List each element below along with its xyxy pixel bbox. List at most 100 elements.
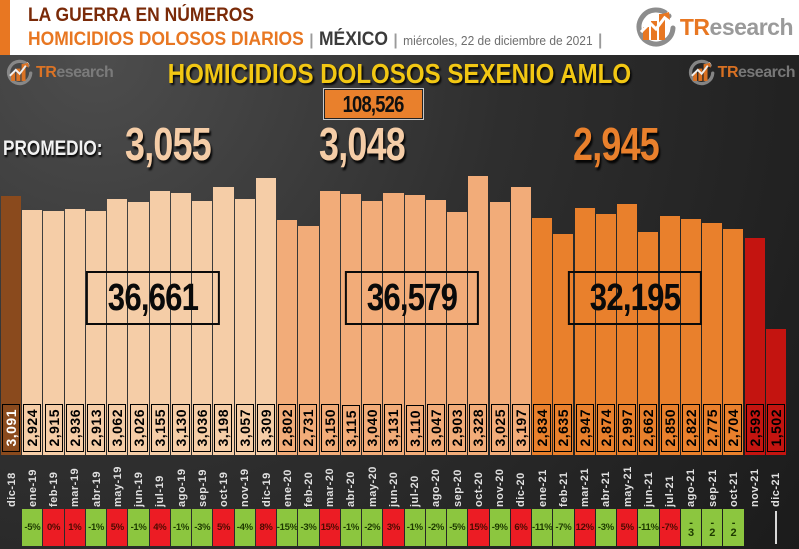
bar-value-label: 2,834 <box>533 404 552 452</box>
month-label-dic-20: dic-20 <box>515 472 528 507</box>
month-label-mar-19: mar-19 <box>69 467 82 507</box>
header-subtitle: HOMICIDIOS DOLOSOS DIARIOS <box>28 29 304 50</box>
tresearch-logo-text: TResearch <box>680 13 794 41</box>
bar-value-label: 3,036 <box>193 404 212 452</box>
promedio-value-y2021: 2,945 <box>573 118 660 170</box>
bar-value-label: 2,924 <box>23 404 42 452</box>
bar-value-label: 3,025 <box>490 404 509 452</box>
month-label-dic-18: dic-18 <box>5 472 18 507</box>
month-label-ago-21: ago-21 <box>685 468 698 507</box>
header-date: miércoles, 22 de diciembre de 2021 <box>403 33 593 48</box>
month-label-feb-19: feb-19 <box>48 471 61 507</box>
month-label-oct-20: oct-20 <box>472 471 485 507</box>
bar-dic-18: 3,091 <box>1 196 22 455</box>
month-label-oct-21: oct-21 <box>727 471 740 507</box>
bar-feb-19: 2,915 <box>43 211 64 455</box>
month-label-dic-21: dic-21 <box>770 472 783 507</box>
tresearch-logo-icon <box>636 7 676 47</box>
bar-jul-21: 2,850 <box>659 216 680 455</box>
bar-sep-21: 2,775 <box>702 223 723 455</box>
header: LA GUERRA EN NÚMEROS HOMICIDIOS DOLOSOS … <box>0 0 799 55</box>
bar-value-label: 3,131 <box>384 404 403 452</box>
divider-line <box>775 511 777 544</box>
pct-cell-oct-21: -2 <box>723 509 744 546</box>
bar-mar-20: 3,150 <box>319 191 340 455</box>
tresearch-logo-text: TResearch <box>718 64 796 82</box>
bar-may-20: 3,040 <box>362 201 383 455</box>
promedio-value-y2020: 3,048 <box>319 118 406 170</box>
chart-panel: TResearch TResearch HOMICIDIOS DOLOSOS S… <box>0 55 799 549</box>
pct-cell-feb-19: 0% <box>43 509 64 546</box>
pct-cell-jun-19: -1% <box>128 509 149 546</box>
separator: | <box>309 32 314 49</box>
pct-cell-jul-19: 4% <box>149 509 170 546</box>
tresearch-logo-icon <box>6 59 33 86</box>
pct-cell-dic-19: 8% <box>255 509 277 546</box>
bar-dic-19: 3,309 <box>255 178 277 455</box>
month-label-sep-20: sep-20 <box>451 469 464 507</box>
bar-value-label: 3,198 <box>214 404 233 452</box>
pct-cell-ene-20: -15% <box>277 509 298 546</box>
chart-title: HOMICIDIOS DOLOSOS SEXENIO AMLO <box>167 58 632 89</box>
brand-tr: TR <box>36 63 57 81</box>
bar-value-label: 2,662 <box>639 404 658 452</box>
pct-cell-may-21: 5% <box>617 509 638 546</box>
pct-cell-ago-20: -2% <box>425 509 447 546</box>
pct-cell-jul-21: -7% <box>659 509 680 546</box>
month-label-abr-19: abr-19 <box>90 470 103 507</box>
pct-cell-ago-19: -1% <box>170 509 192 546</box>
bar-ago-21: 2,822 <box>680 219 701 455</box>
bar-value-label: 3,040 <box>363 404 382 452</box>
brand-rest: esearch <box>56 63 114 81</box>
month-label-mar-20: mar-20 <box>324 467 337 507</box>
brand-rest: esearch <box>709 13 794 40</box>
pct-cell-sep-19: -3% <box>192 509 213 546</box>
bar-value-label: 2,731 <box>299 404 318 452</box>
month-label-dic-19: dic-19 <box>260 472 273 507</box>
month-label-sep-19: sep-19 <box>196 469 209 507</box>
header-subtitle-row: HOMICIDIOS DOLOSOS DIARIOS | MÉXICO | mi… <box>28 29 602 51</box>
bar-value-label: 3,062 <box>108 404 127 452</box>
pct-cell-ene-21: -11% <box>532 509 553 546</box>
bar-value-label: 3,309 <box>256 404 275 452</box>
bar-sep-20: 2,903 <box>447 212 468 455</box>
separator: | <box>598 32 603 49</box>
bar-jul-20: 3,110 <box>404 195 425 455</box>
pct-cell-feb-20: -3% <box>298 509 319 546</box>
pct-cell-may-19: 5% <box>107 509 128 546</box>
bar-value-label: 2,704 <box>724 404 743 452</box>
bar-value-label: 2,913 <box>87 404 106 452</box>
bar-mar-19: 2,936 <box>64 209 85 455</box>
header-title: LA GUERRA EN NÚMEROS <box>28 5 254 26</box>
bar-value-label: 3,150 <box>320 404 339 452</box>
header-accent-bar <box>0 0 10 55</box>
bar-feb-21: 2,635 <box>553 234 574 455</box>
bar-ene-19: 2,924 <box>22 210 43 455</box>
pct-cell-nov-19: -4% <box>234 509 255 546</box>
pct-cell-abr-21: -3% <box>595 509 617 546</box>
pct-cell-ene-19: -5% <box>22 509 43 546</box>
bar-value-label: 2,915 <box>44 404 63 452</box>
pct-cell-nov-20: -9% <box>489 509 510 546</box>
bar-sep-19: 3,036 <box>192 201 213 455</box>
month-label-ago-19: ago-19 <box>175 468 188 507</box>
bar-dic-21: 1,502 <box>765 329 786 455</box>
bar-dic-20: 3,197 <box>510 187 531 455</box>
pct-cell-feb-21: -7% <box>553 509 574 546</box>
bar-value-label: 2,593 <box>745 404 764 452</box>
bar-mar-21: 2,947 <box>574 208 595 455</box>
month-label-may-20: may-20 <box>366 466 379 507</box>
month-label-abr-20: abr-20 <box>345 470 358 507</box>
tresearch-logo: TResearch <box>686 59 796 86</box>
bar-value-label: 2,874 <box>596 404 615 452</box>
month-label-jun-20: jun-20 <box>387 471 400 507</box>
bar-ene-21: 2,834 <box>532 218 553 455</box>
bar-value-label: 3,115 <box>341 405 360 452</box>
grand-total-box: 108,526 <box>324 89 423 119</box>
month-label-feb-20: feb-20 <box>303 471 316 507</box>
bar-may-21: 2,997 <box>617 204 638 455</box>
bar-nov-20: 3,025 <box>489 202 510 455</box>
bar-abr-19: 2,913 <box>85 211 107 455</box>
bar-value-label: 3,057 <box>235 404 254 452</box>
